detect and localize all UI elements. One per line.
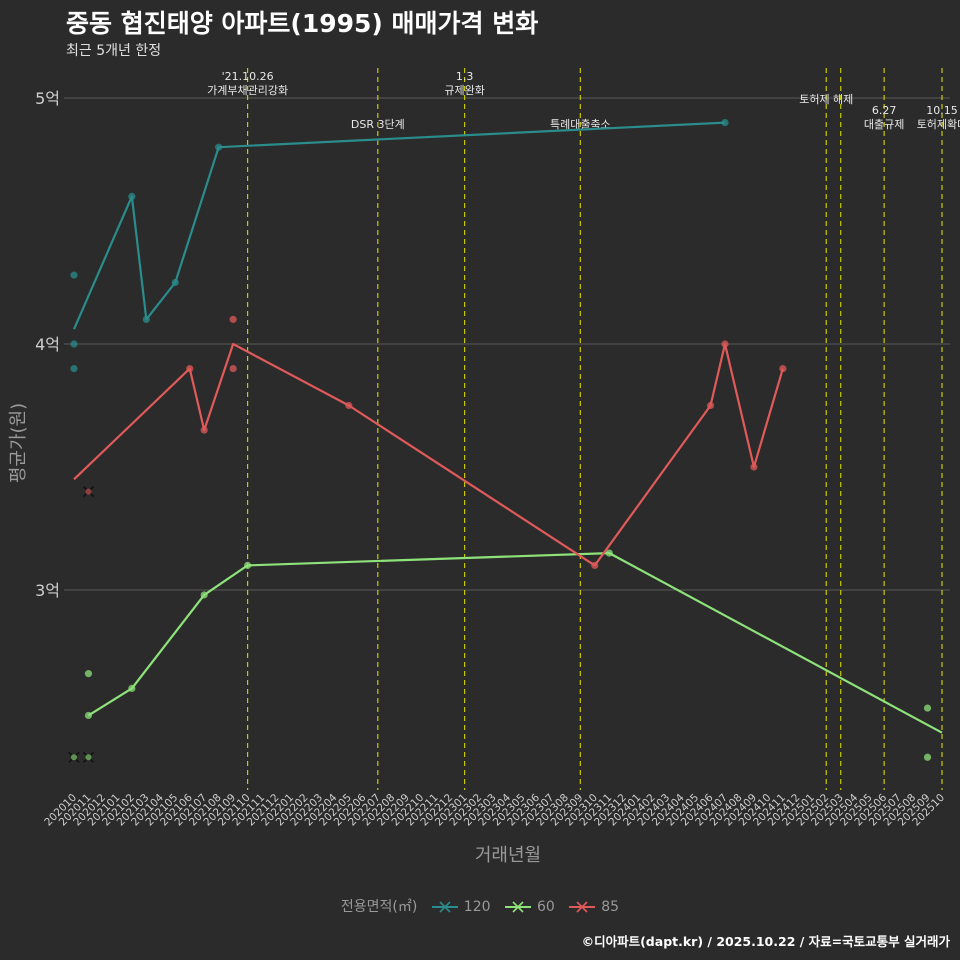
event-label: 토허제확대 [917,118,960,131]
data-point-85 [345,401,353,410]
legend-swatch-120 [431,898,458,916]
event-label: DSR 3단계 [351,118,405,131]
data-point-60 [84,670,93,678]
data-point-60 [128,684,136,693]
data-point-60 [605,549,613,557]
data-point-85 [229,365,237,373]
event-label-date: 6.27 [872,104,897,117]
data-point-85 [706,401,715,410]
legend-title: 전용면적(㎡) [340,899,418,915]
event-label: 토허제 해제 [799,92,853,106]
series-line-60 [87,551,943,734]
legend-label-60: 60 [536,899,555,915]
data-point-60 [244,561,252,570]
event-label: 대출규제 [864,118,904,131]
event-label: 가계부채관리강화 [207,84,288,97]
event-label: 특례대출축소 [550,118,611,131]
data-point-85 [779,365,787,373]
y-tick-label: 4억 [35,335,60,354]
data-point-120 [70,271,78,279]
data-point-85 [186,365,194,373]
event-label-date: '21.10.26 [222,70,274,83]
x-axis-title: 거래년월 [475,845,541,866]
legend-item-60: 60 [504,898,555,916]
axes: 3억4억5억2020102020112020122021012021022021… [35,89,947,828]
data-point-120 [215,143,223,151]
data-point-120 [70,365,78,373]
data-point-60 [84,711,93,720]
chart-title: 중동 협진태양 아파트(1995) 매매가격 변화 [66,9,539,38]
data-point-60 [923,704,932,712]
chart-subtitle: 최근 5개년 한정 [66,43,162,59]
data-point-120 [142,315,150,323]
event-label-date: 10.15 [926,104,958,117]
event-label: 규제완화 [444,84,484,97]
series-line-85 [73,342,784,567]
event-label-date: 1.3 [456,70,474,83]
data-point-85 [721,340,729,348]
gridlines [64,97,950,591]
data-point-120 [171,278,179,287]
legend-item-120: 120 [431,898,491,916]
data-point-60 [200,591,208,599]
data-point-120 [70,340,78,348]
legend-label-85: 85 [601,899,620,915]
data-point-85 [591,561,599,570]
series-lines [68,119,943,763]
cross-point-60 [71,754,77,761]
data-point-60 [923,753,932,761]
data-point-120 [721,119,729,127]
legend-label-120: 120 [463,899,491,915]
series-line-120 [72,121,726,330]
source-credit: ©디아파트(dapt.kr) / 2025.10.22 / 자료=국토교통부 실… [581,934,950,949]
y-axis-title: 평균가(원) [8,403,29,483]
data-point-85 [750,463,758,471]
data-point-120 [128,192,136,200]
legend: 전용면적(㎡) 120 60 85 [0,896,960,916]
legend-swatch-60 [504,898,531,916]
y-tick-label: 5억 [35,89,60,108]
data-point-85 [200,426,208,434]
legend-swatch-85 [569,898,596,916]
legend-item-85: 85 [569,898,619,916]
cross-point-60 [85,754,92,761]
data-point-85 [229,315,237,323]
y-tick-label: 3억 [35,581,60,600]
cross-point-85 [85,488,92,495]
